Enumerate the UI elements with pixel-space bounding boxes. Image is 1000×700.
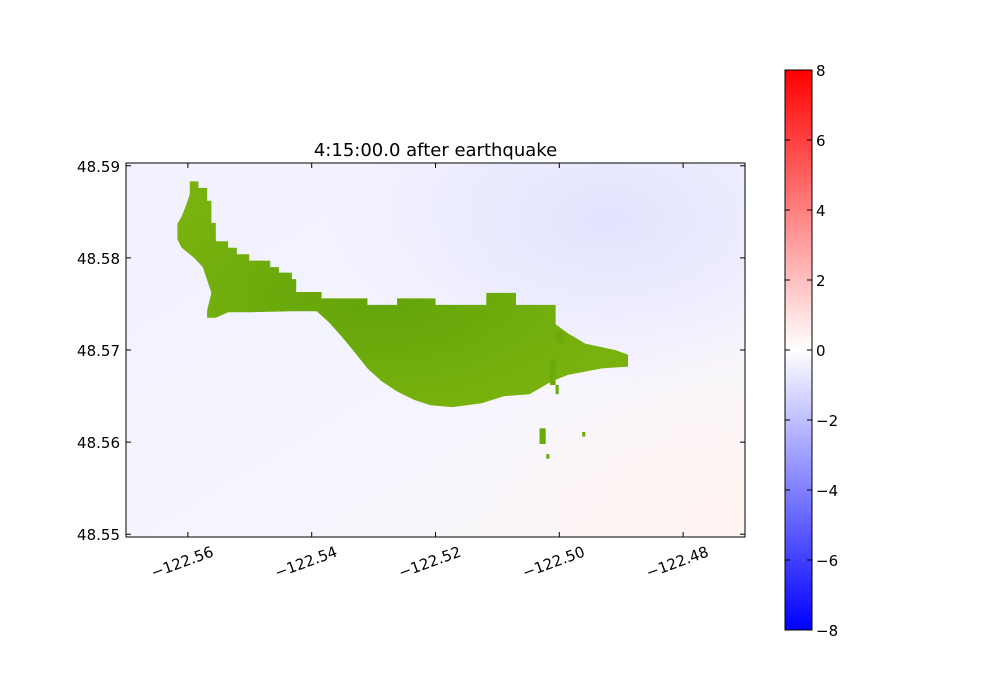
land-islet <box>550 359 556 385</box>
land-islet <box>582 432 586 437</box>
colorbar-tick-label: −8 <box>816 622 838 640</box>
land-islet <box>555 331 564 343</box>
land-islet <box>546 454 550 459</box>
colorbar-tick-label: −2 <box>816 412 838 430</box>
land-layer <box>177 181 628 459</box>
x-tick-label: −122.52 <box>396 543 463 582</box>
y-axis: 48.55 48.56 48.57 48.58 48.59 <box>77 158 745 544</box>
colorbar-tick-label: 4 <box>816 202 826 220</box>
y-tick-label: 48.59 <box>77 158 120 176</box>
colorbar-tick-label: −6 <box>816 552 838 570</box>
colorbar-tick-label: −4 <box>816 482 838 500</box>
colorbar: 8 6 4 2 0 −2 −4 −6 −8 <box>784 62 838 640</box>
land-islet <box>539 428 546 444</box>
x-tick-label: −122.50 <box>520 543 587 582</box>
y-tick-label: 48.57 <box>77 342 120 360</box>
colorbar-tick-label: 6 <box>816 132 826 150</box>
colorbar-tick-label: 2 <box>816 272 826 290</box>
y-tick-label: 48.55 <box>77 526 120 544</box>
x-tick-label: −122.54 <box>272 543 339 582</box>
chart-title: 4:15:00.0 after earthquake <box>314 140 557 161</box>
plot-area <box>126 163 745 537</box>
x-tick-label: −122.48 <box>644 543 711 582</box>
colorbar-ticks: 8 6 4 2 0 −2 −4 −6 −8 <box>785 62 838 640</box>
land-islet <box>555 385 559 395</box>
colorbar-tick-label: 0 <box>816 342 826 360</box>
land-mass <box>177 181 628 408</box>
y-tick-label: 48.58 <box>77 250 120 268</box>
x-tick-label: −122.56 <box>149 543 216 582</box>
y-tick-label: 48.56 <box>77 434 120 452</box>
colorbar-tick-label: 8 <box>816 62 826 80</box>
